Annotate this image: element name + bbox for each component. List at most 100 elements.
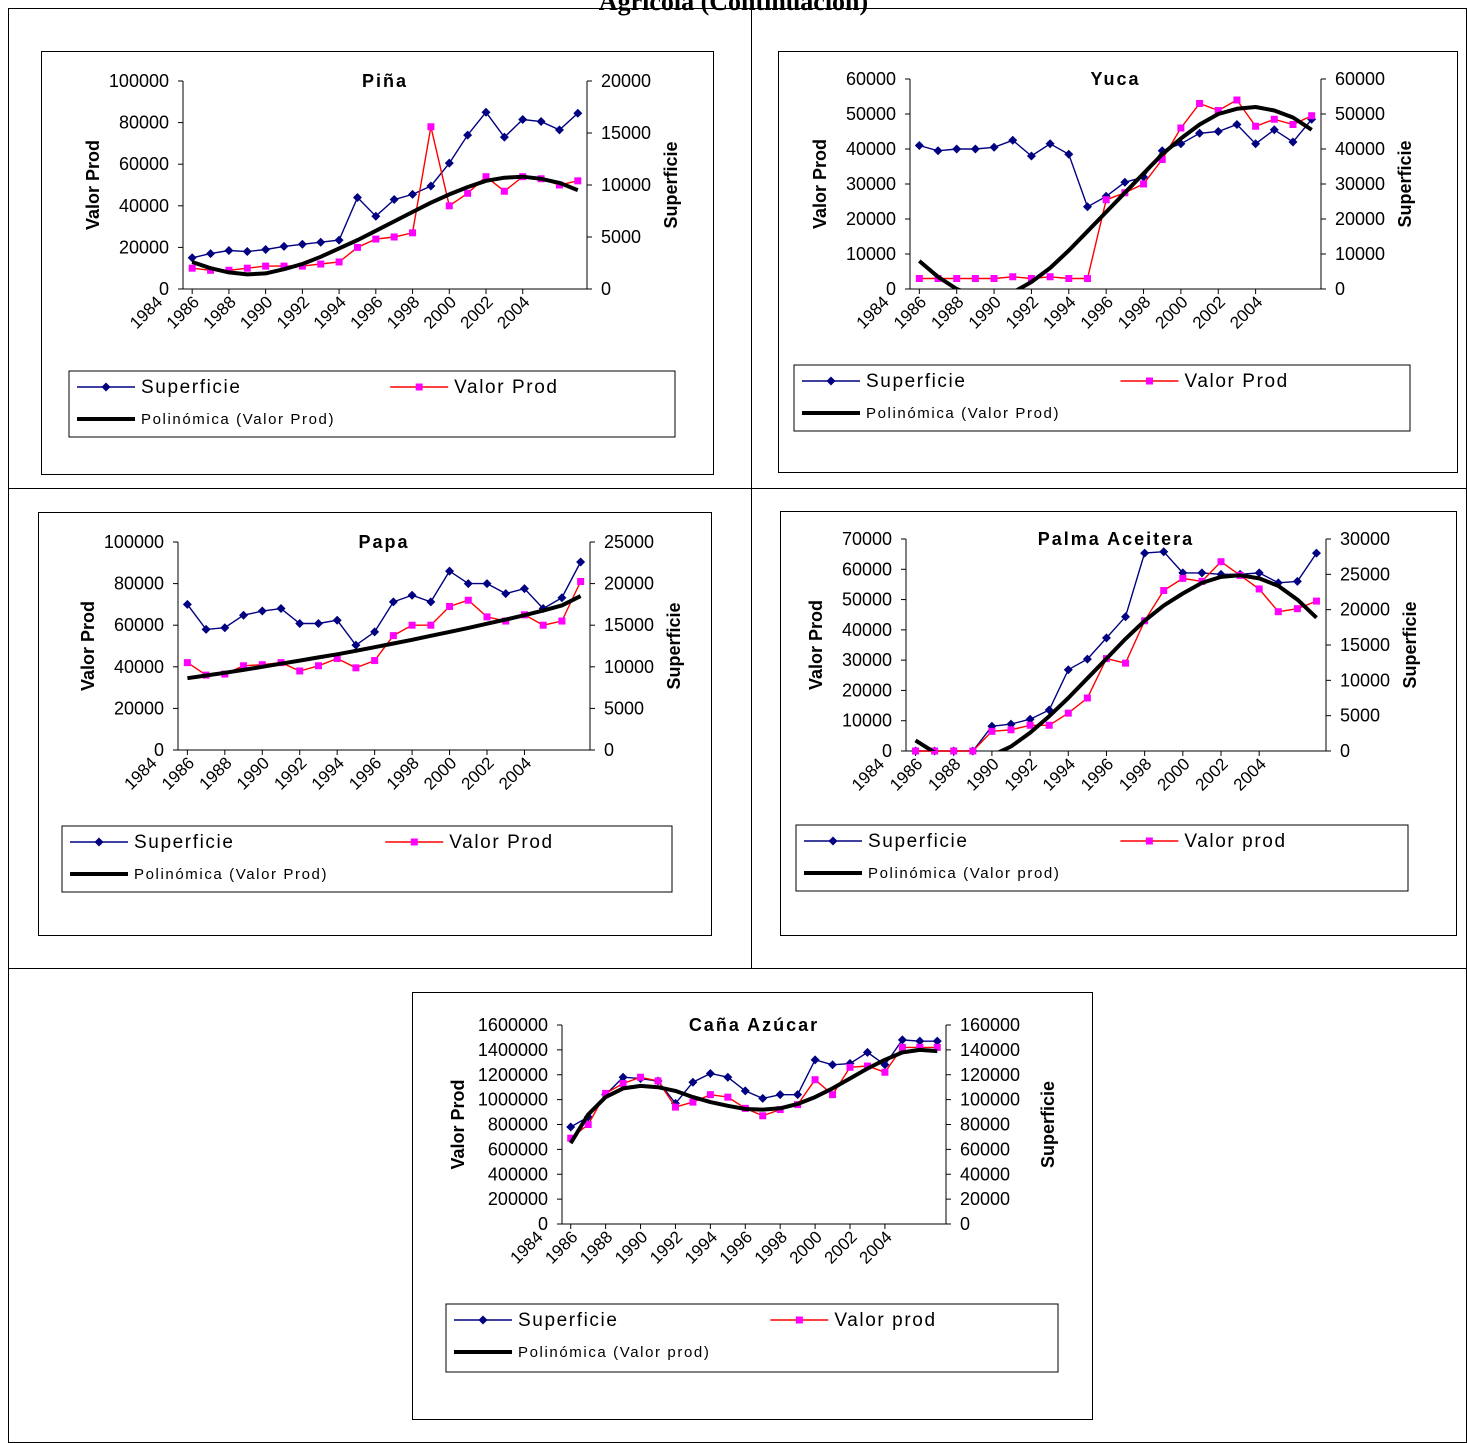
chart-title: Papa xyxy=(358,532,409,552)
data-point-square xyxy=(314,662,322,670)
y-axis-title-left: Valor Prod xyxy=(78,601,98,691)
data-point-diamond xyxy=(499,132,509,142)
data-point-diamond xyxy=(224,246,234,256)
legend-label: Polinómica (Valor Prod) xyxy=(141,411,335,428)
data-point-diamond xyxy=(1120,177,1130,187)
data-point-square xyxy=(183,659,191,667)
data-point-square xyxy=(353,243,361,251)
data-point-diamond xyxy=(426,181,436,191)
data-point-diamond xyxy=(557,593,567,603)
y-tick-label-right: 20000 xyxy=(960,1189,1010,1209)
data-point-square xyxy=(335,258,343,266)
data-point-diamond xyxy=(407,590,417,600)
data-point-diamond xyxy=(444,158,454,168)
series-line-trend xyxy=(191,174,579,277)
y-tick-label-right: 10000 xyxy=(1335,244,1385,264)
data-point-diamond xyxy=(1121,612,1131,622)
data-point-square xyxy=(296,667,304,675)
data-point-square xyxy=(912,747,920,755)
y-tick-label-right: 25000 xyxy=(604,532,654,552)
data-point-diamond xyxy=(554,125,564,135)
data-point-square xyxy=(500,187,508,195)
y-tick-label-left: 1200000 xyxy=(478,1065,548,1085)
data-point-square xyxy=(1255,585,1263,593)
data-point-square xyxy=(950,747,958,755)
data-point-square xyxy=(427,621,435,629)
data-point-square xyxy=(577,578,585,586)
data-point-square xyxy=(188,264,196,272)
data-point-diamond xyxy=(351,640,361,650)
y-tick-label-left: 60000 xyxy=(846,69,896,89)
legend-label: Superficie xyxy=(868,831,969,852)
data-point-square xyxy=(240,662,248,670)
y-tick-label-left: 40000 xyxy=(846,139,896,159)
data-point-diamond xyxy=(371,211,381,221)
data-point-square xyxy=(483,613,491,621)
data-point-square xyxy=(1140,180,1148,188)
data-point-diamond xyxy=(1082,654,1092,664)
data-point-square xyxy=(1308,112,1316,120)
data-point-diamond xyxy=(463,130,473,140)
y-axis-title-right: Superficie xyxy=(1038,1081,1058,1168)
data-point-diamond xyxy=(897,1035,907,1045)
data-point-diamond xyxy=(482,579,492,589)
y-tick-label-left: 70000 xyxy=(842,529,892,549)
data-point-diamond xyxy=(1195,128,1205,138)
legend-marker-square xyxy=(415,383,423,391)
data-point-square xyxy=(262,262,270,270)
y-tick-label-right: 20000 xyxy=(604,574,654,594)
data-point-square xyxy=(1217,558,1225,566)
y-tick-label-right: 0 xyxy=(960,1214,970,1234)
y-tick-label-right: 60000 xyxy=(1335,69,1385,89)
y-tick-label-right: 20000 xyxy=(1335,209,1385,229)
data-point-diamond xyxy=(1026,151,1036,161)
data-point-square xyxy=(482,173,490,181)
data-point-square xyxy=(953,275,961,282)
data-point-square xyxy=(1009,273,1017,281)
data-point-diamond xyxy=(206,249,216,259)
data-point-square xyxy=(1027,275,1035,282)
y-axis-title-right: Superficie xyxy=(1400,601,1420,688)
data-point-diamond xyxy=(688,1077,698,1087)
data-point-square xyxy=(829,1091,837,1099)
data-point-diamond xyxy=(334,235,344,245)
data-point-diamond xyxy=(1269,125,1279,135)
legend-label: Polinómica (Valor Prod) xyxy=(866,405,1060,422)
chart-title: Yuca xyxy=(1090,69,1140,89)
y-tick-label-left: 60000 xyxy=(114,615,164,635)
y-tick-label-right: 40000 xyxy=(960,1164,1010,1184)
data-point-diamond xyxy=(1288,137,1298,147)
data-point-square xyxy=(389,632,397,640)
data-point-diamond xyxy=(239,610,249,620)
data-point-diamond xyxy=(445,566,455,576)
y-tick-label-left: 800000 xyxy=(488,1115,548,1135)
data-point-diamond xyxy=(1213,127,1223,136)
data-point-square xyxy=(846,1063,854,1071)
y-tick-label-left: 40000 xyxy=(119,196,169,216)
y-tick-label-right: 140000 xyxy=(960,1040,1020,1060)
data-point-diamond xyxy=(810,1055,820,1065)
y-tick-label-right: 0 xyxy=(604,740,614,760)
legend-label: Superficie xyxy=(866,371,967,392)
y-tick-label-left: 20000 xyxy=(114,698,164,718)
data-point-diamond xyxy=(933,146,943,156)
y-tick-label-left: 0 xyxy=(538,1214,548,1234)
legend-box xyxy=(445,1303,1059,1373)
y-tick-label-right: 80000 xyxy=(960,1115,1010,1135)
data-point-square xyxy=(602,1089,610,1097)
y-tick-label-right: 0 xyxy=(1335,279,1345,299)
data-point-diamond xyxy=(1101,633,1111,643)
data-point-diamond xyxy=(1044,705,1054,715)
trend-group xyxy=(568,1047,938,1145)
trend-group xyxy=(191,174,579,277)
legend-marker-diamond xyxy=(826,376,836,386)
data-point-diamond xyxy=(1197,568,1207,578)
data-point-square xyxy=(1065,275,1073,282)
y-tick-label-left: 0 xyxy=(154,740,164,760)
series-line-trend xyxy=(568,1047,938,1145)
data-point-diamond xyxy=(1139,172,1149,182)
legend-label: Valor Prod xyxy=(449,832,553,853)
data-point-square xyxy=(280,262,288,270)
trend-group xyxy=(918,105,1313,289)
data-point-diamond xyxy=(1159,547,1169,557)
